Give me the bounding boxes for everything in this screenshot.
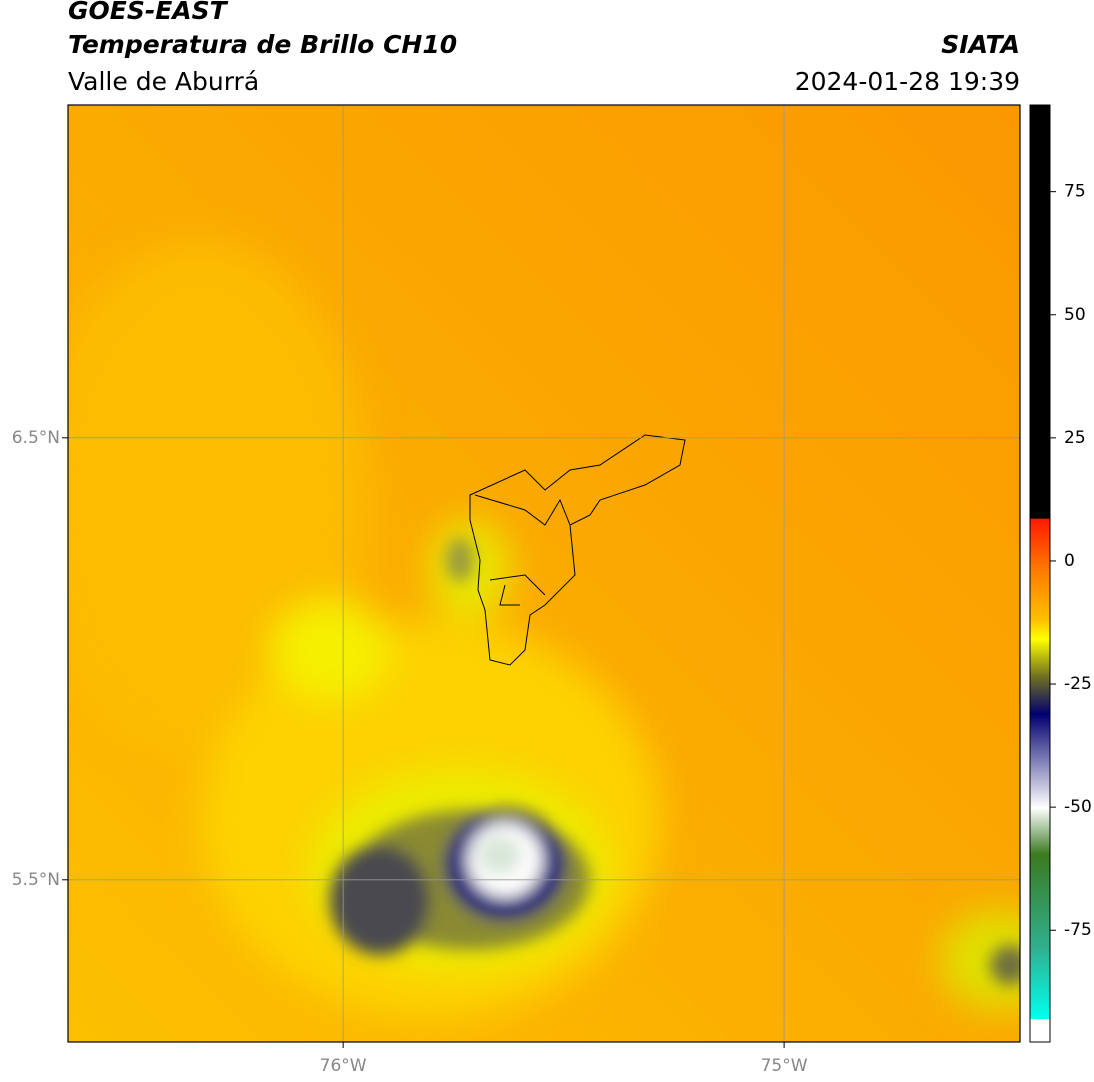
colorbar xyxy=(1029,104,1051,1043)
y-tick-label: 6.5°N xyxy=(12,428,60,448)
x-tick-label: 76°W xyxy=(320,1056,367,1076)
colorbar-tick-label: -25 xyxy=(1064,674,1092,694)
source: SIATA xyxy=(941,30,1020,59)
subtitle: Temperatura de Brillo CH10 xyxy=(68,30,457,59)
map-frame xyxy=(67,104,1021,1043)
colorbar-tick-label: 50 xyxy=(1064,305,1086,325)
y-tick-label: 5.5°N xyxy=(12,870,60,890)
datetime: 2024-01-28 19:39 xyxy=(795,67,1020,96)
colorbar-tick-label: 25 xyxy=(1064,428,1086,448)
municipal-boundaries xyxy=(469,434,686,666)
colorbar-tick-label: -50 xyxy=(1064,797,1092,817)
x-tick-label: 75°W xyxy=(761,1056,808,1076)
title: GOES-EAST xyxy=(68,0,229,25)
region: Valle de Aburrá xyxy=(68,67,259,96)
grid xyxy=(68,105,1020,1042)
colorbar-tick-label: 0 xyxy=(1064,551,1075,571)
colorbar-tick-label: -75 xyxy=(1064,920,1092,940)
satellite-field xyxy=(68,105,1020,1042)
colorbar-tick-label: 75 xyxy=(1064,182,1086,202)
